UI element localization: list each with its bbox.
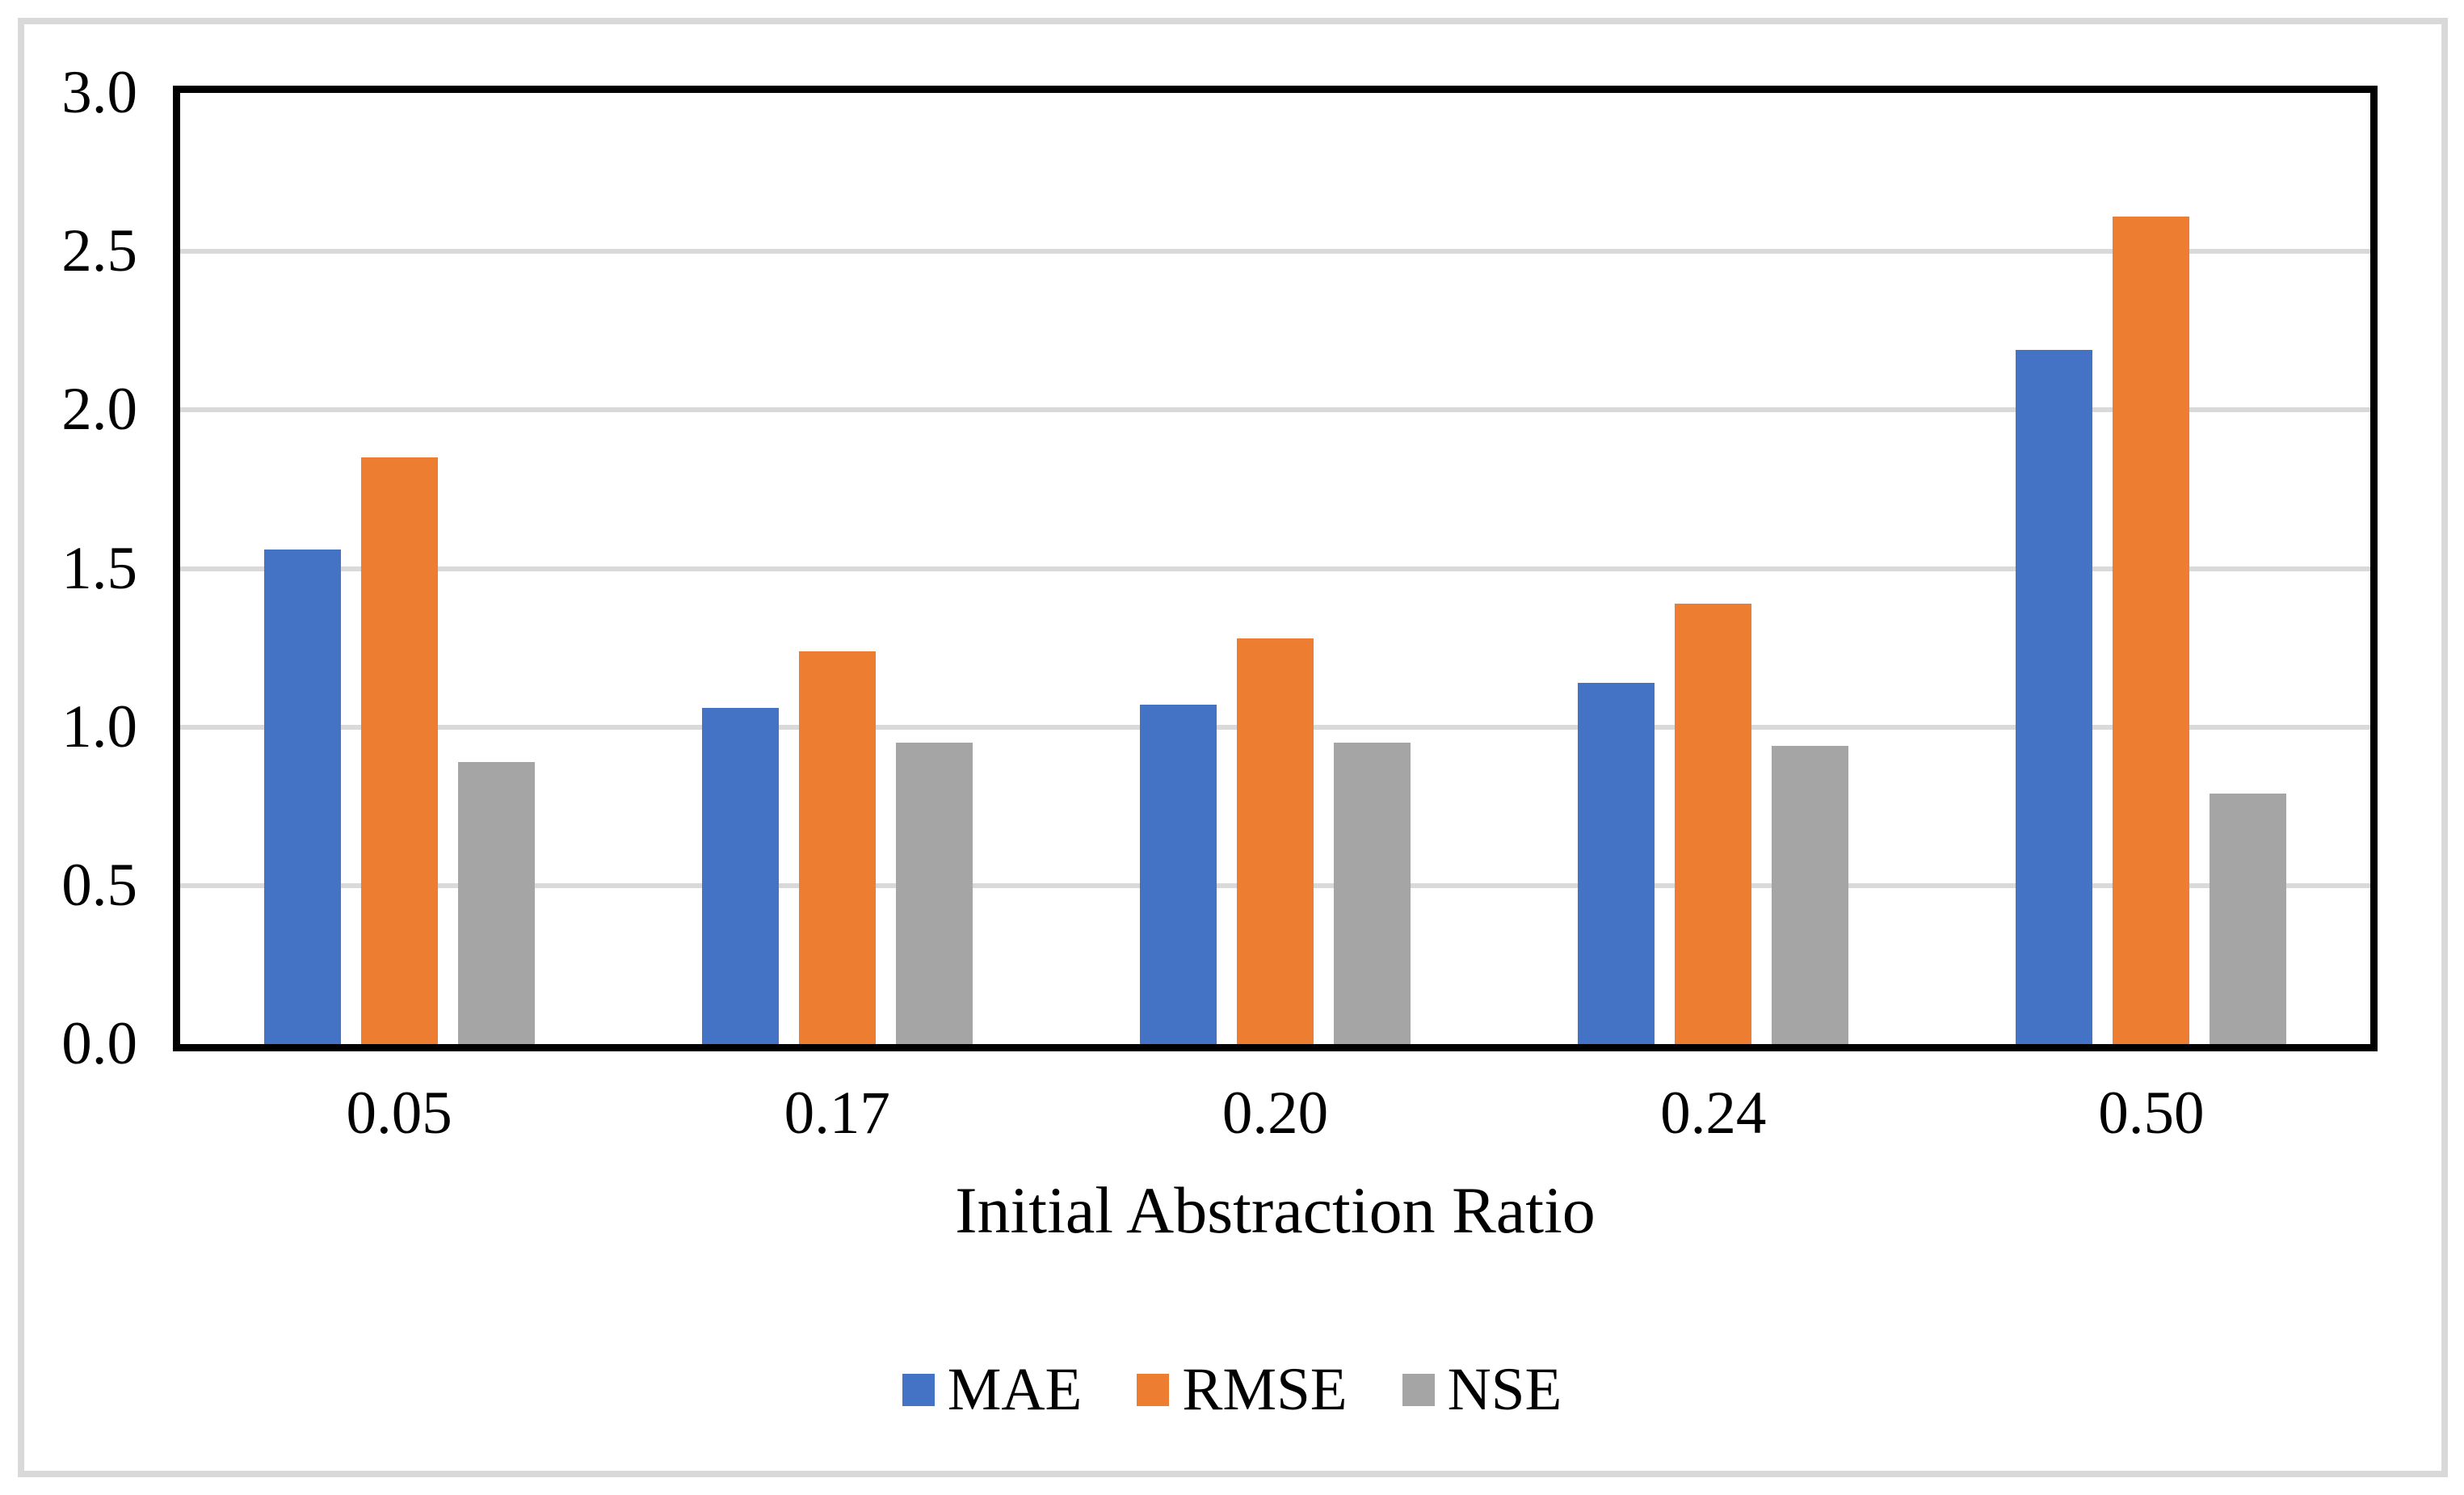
x-axis-title: Initial Abstraction Ratio [955, 1173, 1596, 1247]
y-tick-label-2.5: 2.5 [61, 217, 137, 285]
bar-nse-0.20 [1334, 743, 1411, 1044]
x-tick-label-0.05: 0.05 [346, 1080, 452, 1147]
x-tick-label-0.17: 0.17 [784, 1080, 890, 1147]
legend-item-rmse: RMSE [1137, 1356, 1348, 1423]
y-tick-label-0.0: 0.0 [61, 1010, 137, 1077]
y-tick-label-3.0: 3.0 [61, 59, 137, 126]
legend-item-nse: NSE [1402, 1358, 1562, 1422]
x-tick-label-0.24: 0.24 [1660, 1080, 1767, 1147]
bar-mae-0.24 [1578, 682, 1655, 1044]
gridline [180, 249, 2370, 255]
x-tick-label-0.20: 0.20 [1221, 1080, 1329, 1147]
bar-nse-0.05 [457, 761, 535, 1044]
bar-mae-0.50 [2016, 349, 2093, 1044]
legend-label-mae: MAE [947, 1356, 1083, 1423]
gridline [180, 566, 2370, 571]
legend-swatch-rmse [1137, 1374, 1170, 1406]
bar-mae-0.17 [701, 708, 779, 1044]
y-tick-label-2.0: 2.0 [61, 376, 137, 444]
bar-nse-0.17 [895, 743, 973, 1044]
bar-mae-0.20 [1140, 705, 1217, 1044]
bar-rmse-0.50 [2113, 217, 2190, 1044]
bar-nse-0.50 [2210, 794, 2287, 1044]
y-tick-label-1.5: 1.5 [61, 534, 137, 602]
legend: MAE RMSE NSE [0, 1358, 2464, 1422]
legend-label-rmse: RMSE [1182, 1356, 1348, 1423]
legend-item-mae: MAE [902, 1356, 1083, 1423]
bar-mae-0.05 [263, 549, 341, 1044]
plot-area [173, 86, 2378, 1051]
legend-swatch-nse [1402, 1374, 1435, 1406]
bar-rmse-0.17 [798, 651, 876, 1044]
y-tick-label-0.5: 0.5 [61, 851, 137, 919]
gridline [180, 407, 2370, 413]
y-tick-label-1.0: 1.0 [61, 693, 137, 760]
bar-rmse-0.24 [1675, 603, 1752, 1044]
bar-nse-0.24 [1772, 746, 1849, 1044]
bar-rmse-0.05 [360, 457, 438, 1044]
x-tick-label-0.50: 0.50 [2098, 1080, 2205, 1147]
figure-border [18, 18, 2448, 1477]
bar-rmse-0.20 [1237, 638, 1314, 1044]
legend-swatch-mae [902, 1374, 935, 1406]
legend-label-nse: NSE [1447, 1356, 1562, 1423]
